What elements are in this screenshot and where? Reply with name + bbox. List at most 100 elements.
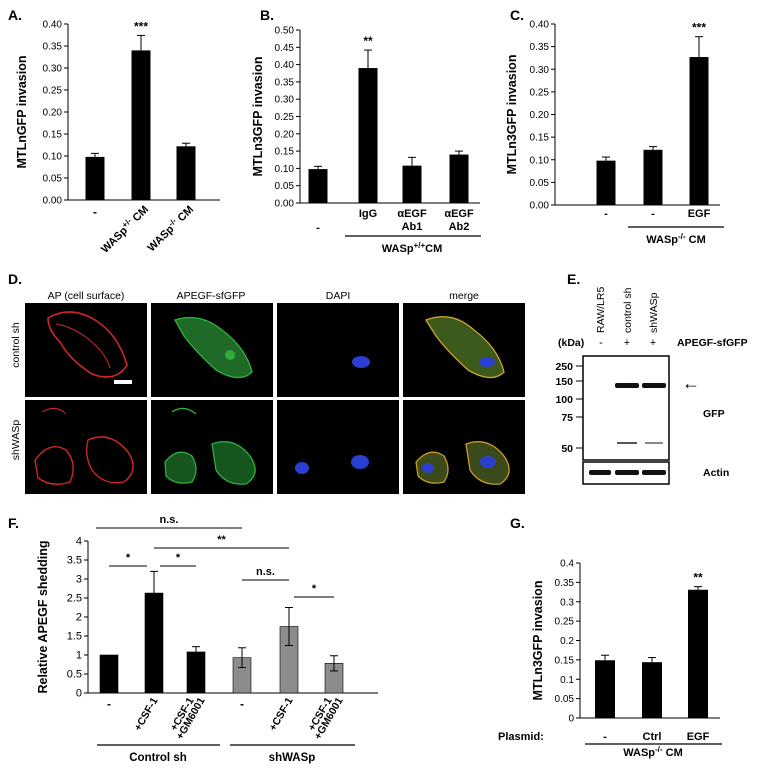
comparison-label: n.s. xyxy=(160,514,179,526)
x-category-label: +CSF-1 xyxy=(267,695,296,733)
y-tick-label: 0.05 xyxy=(530,178,550,189)
marker-50: 50 xyxy=(561,443,573,455)
bar xyxy=(643,149,663,205)
cell-merge-shwasp xyxy=(415,441,510,485)
group-label: WASp+/+CM xyxy=(382,241,442,256)
y-tick-label: 0.35 xyxy=(530,42,550,53)
comparison-label: n.s. xyxy=(256,566,275,578)
x-category-label: Ctrl xyxy=(643,731,662,743)
y-tick-label: 0.00 xyxy=(275,199,295,210)
x-category-label-line2: Ab1 xyxy=(402,221,423,233)
x-category-label: EGF xyxy=(688,208,711,220)
construct-sign-1: - xyxy=(599,337,603,349)
y-tick-label: 0.20 xyxy=(43,108,63,119)
y-tick-label: 0.05 xyxy=(43,174,63,185)
x-category-label: WASp-/- CM xyxy=(144,202,196,254)
bar xyxy=(176,146,196,200)
micrograph-dapi-shwasp xyxy=(277,400,399,494)
y-tick-label: 0.35 xyxy=(43,42,63,53)
y-tick-label: 3.5 xyxy=(67,555,82,567)
y-tick-label: 0.30 xyxy=(530,65,550,76)
panel-letter-b: B. xyxy=(260,7,274,23)
bar xyxy=(99,654,119,694)
nucleus-control xyxy=(352,356,370,368)
y-tick-label: 0.10 xyxy=(275,164,295,175)
bar xyxy=(186,651,206,694)
band-arrow: ← xyxy=(682,373,700,393)
bar xyxy=(131,50,151,201)
blot-gfp xyxy=(582,355,670,461)
panel-letter-c: C. xyxy=(510,7,524,23)
band-label-gfp: GFP xyxy=(703,408,725,420)
panel-letter-f: F. xyxy=(8,515,19,531)
cell-ap-shwasp xyxy=(34,408,134,485)
marker-250: 250 xyxy=(555,361,573,373)
group-label: shWASp xyxy=(269,752,316,764)
bar xyxy=(449,154,469,203)
panel-letter-e: E. xyxy=(567,271,580,287)
marker-75: 75 xyxy=(561,412,573,424)
y-tick-label: 0.15 xyxy=(530,133,550,144)
western-blot-panel: RAW/LR5 control sh shWASp (kDa) - + + AP… xyxy=(555,287,748,485)
column-header-gfp: APEGF-sfGFP xyxy=(177,290,246,302)
y-tick-label: 0.40 xyxy=(43,20,63,31)
bar xyxy=(85,156,105,200)
y-tick-label: 0.35 xyxy=(555,578,575,589)
cell-gfp-shwasp xyxy=(164,407,256,485)
row-label-shwasp: shWASp xyxy=(10,420,22,461)
x-category-label-line2: Ab2 xyxy=(449,221,470,233)
micrograph-dapi-control xyxy=(277,303,399,397)
x-category-label: - xyxy=(93,205,97,219)
kda-label: (kDa) xyxy=(558,337,584,349)
y-tick-label: 0.15 xyxy=(43,130,63,141)
y-tick-label: 0.25 xyxy=(530,87,550,98)
marker-100: 100 xyxy=(555,394,573,406)
cell-ap-control xyxy=(47,311,128,378)
y-tick-label: 0.30 xyxy=(275,95,295,106)
chart-panel-g: 0 0.05 0.1 0.15 0.2 0.25 0.3 0.35 0.4 MTLn3GFP in… xyxy=(498,559,722,759)
y-tick-label: 0.1 xyxy=(560,675,574,686)
x-category-label: - xyxy=(651,208,655,220)
x-category-label: - xyxy=(316,222,320,234)
y-tick-label: 0.20 xyxy=(275,129,295,140)
x-category-label: - xyxy=(603,731,607,743)
y-tick-label: 0.35 xyxy=(275,77,295,88)
y-tick-label: 0.4 xyxy=(560,559,574,570)
y-axis-label: Relative APEGF shedding xyxy=(36,540,50,693)
x-category-label: - xyxy=(604,208,608,220)
x-category-label: - xyxy=(107,697,111,711)
y-tick-label: 2.5 xyxy=(67,593,82,605)
y-axis-label: MTLn3GFP invasion xyxy=(505,55,519,175)
y-tick-label: 0.2 xyxy=(560,636,574,647)
y-tick-label: 0 xyxy=(568,714,574,725)
y-tick-label: 0.20 xyxy=(530,110,550,121)
x-category-label: +CSF-1 xyxy=(132,695,161,733)
y-tick-label: 2 xyxy=(76,612,82,624)
y-tick-label: 3 xyxy=(76,574,82,586)
y-tick-label: 0.15 xyxy=(275,147,295,158)
comparison-label: ** xyxy=(217,534,226,546)
y-axis-label: MTLnGFP invasion xyxy=(15,56,29,169)
y-tick-label: 0.40 xyxy=(530,20,550,31)
significance-label: *** xyxy=(134,19,148,33)
y-tick-label: 0.25 xyxy=(555,617,575,628)
construct-sign-2: + xyxy=(624,337,630,349)
y-tick-label: 0.00 xyxy=(43,196,63,207)
comparison-label: * xyxy=(312,583,317,595)
x-category-label: - xyxy=(240,697,244,711)
lane-label-raw: RAW/LR5 xyxy=(595,287,607,333)
y-tick-label: 0.10 xyxy=(43,152,63,163)
cell-merge-control xyxy=(424,316,505,379)
chart-panel-a: 0.00 0.05 0.10 0.15 0.20 0.25 0.30 0.35 0.40 MTLn… xyxy=(15,19,220,256)
column-header-merge: merge xyxy=(449,290,479,302)
y-tick-label: 0 xyxy=(76,688,82,700)
y-tick-label: 4 xyxy=(76,536,82,548)
y-tick-label: 0.10 xyxy=(530,155,550,166)
chart-panel-b: 0.00 0.05 0.10 0.15 0.20 0.25 0.30 0.35 0.40 0.45… xyxy=(251,26,481,256)
comparison-label: * xyxy=(176,552,181,564)
y-axis-label: MTLn3GFP invasion xyxy=(251,57,265,177)
marker-150: 150 xyxy=(555,376,573,388)
significance-label: *** xyxy=(692,21,706,35)
comparison-label: * xyxy=(126,552,131,564)
